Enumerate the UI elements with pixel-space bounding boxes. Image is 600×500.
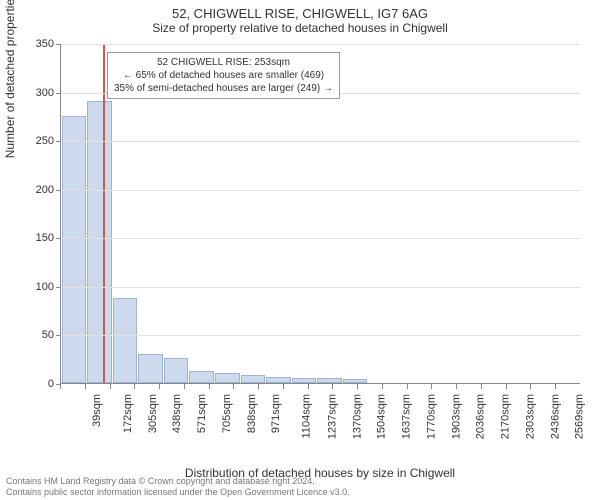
- x-tick-label: 2303sqm: [524, 394, 536, 439]
- x-tick-label: 39sqm: [91, 394, 103, 427]
- x-tick-label: 571sqm: [196, 394, 208, 433]
- x-tick-label: 2170sqm: [499, 394, 511, 439]
- bar: [266, 377, 291, 383]
- y-tick-label: 100: [36, 281, 54, 293]
- y-tick: [56, 141, 61, 142]
- x-tick-label: 2569sqm: [574, 394, 586, 439]
- x-tick-label: 305sqm: [147, 394, 159, 433]
- x-tick-label: 2036sqm: [475, 394, 487, 439]
- y-tick-label: 200: [36, 184, 54, 196]
- x-tick: [357, 384, 358, 389]
- bar: [62, 116, 87, 383]
- x-tick: [555, 384, 556, 389]
- bar: [189, 371, 214, 383]
- plot-area: 52 CHIGWELL RISE: 253sqm ← 65% of detach…: [60, 44, 580, 384]
- x-tick: [283, 384, 284, 389]
- x-tick-label: 838sqm: [246, 394, 258, 433]
- grid-line: [61, 287, 580, 288]
- bar: [87, 101, 112, 383]
- page-subtitle: Size of property relative to detached ho…: [0, 21, 600, 39]
- x-tick-label: 1903sqm: [450, 394, 462, 439]
- x-tick-label: 1370sqm: [351, 394, 363, 439]
- bar: [215, 373, 240, 383]
- x-tick-label: 971sqm: [270, 394, 282, 433]
- x-tick: [233, 384, 234, 389]
- x-tick-label: 705sqm: [221, 394, 233, 433]
- grid-line: [61, 335, 580, 336]
- x-tick-label: 172sqm: [122, 394, 134, 433]
- bar: [292, 378, 317, 383]
- y-tick-label: 0: [48, 378, 54, 390]
- x-tick: [382, 384, 383, 389]
- annotation-line3: 35% of semi-detached houses are larger (…: [114, 82, 333, 95]
- grid-line: [61, 141, 580, 142]
- bar: [343, 379, 368, 383]
- x-tick-label: 1104sqm: [301, 394, 313, 438]
- x-tick: [209, 384, 210, 389]
- x-tick: [110, 384, 111, 389]
- marker-line: [103, 44, 105, 383]
- x-tick: [332, 384, 333, 389]
- y-tick-label: 250: [36, 135, 54, 147]
- bar: [113, 298, 138, 383]
- y-tick: [56, 44, 61, 45]
- x-tick: [308, 384, 309, 389]
- annotation-line2: ← 65% of detached houses are smaller (46…: [114, 69, 333, 82]
- chart: Number of detached properties 52 CHIGWEL…: [60, 44, 580, 424]
- x-tick-label: 1637sqm: [400, 394, 412, 439]
- x-tick: [530, 384, 531, 389]
- y-tick-label: 350: [36, 38, 54, 50]
- y-tick-label: 50: [42, 329, 54, 341]
- x-tick-label: 438sqm: [171, 394, 183, 433]
- y-tick-label: 300: [36, 87, 54, 99]
- x-tick: [506, 384, 507, 389]
- y-axis-label: Number of detached properties: [3, 0, 17, 158]
- grid-line: [61, 190, 580, 191]
- grid-line: [61, 238, 580, 239]
- y-tick: [56, 93, 61, 94]
- annotation-line1: 52 CHIGWELL RISE: 253sqm: [114, 56, 333, 69]
- page-title: 52, CHIGWELL RISE, CHIGWELL, IG7 6AG: [0, 0, 600, 21]
- x-tick-label: 1237sqm: [326, 394, 338, 439]
- x-tick: [431, 384, 432, 389]
- grid-line: [61, 44, 580, 45]
- y-tick-label: 150: [36, 232, 54, 244]
- footer-line2: Contains public sector information licen…: [6, 487, 350, 498]
- y-tick: [56, 238, 61, 239]
- x-tick: [85, 384, 86, 389]
- y-tick: [56, 287, 61, 288]
- x-tick: [456, 384, 457, 389]
- annotation-box: 52 CHIGWELL RISE: 253sqm ← 65% of detach…: [107, 52, 340, 99]
- x-tick-label: 1504sqm: [376, 394, 388, 439]
- bar: [241, 375, 266, 383]
- x-tick: [159, 384, 160, 389]
- footer-line1: Contains HM Land Registry data © Crown c…: [6, 476, 350, 487]
- bar: [317, 378, 342, 383]
- x-tick-label: 2436sqm: [549, 394, 561, 439]
- x-tick: [184, 384, 185, 389]
- bar: [164, 358, 189, 383]
- x-tick: [60, 384, 61, 389]
- x-tick-label: 1770sqm: [425, 394, 437, 439]
- x-tick: [481, 384, 482, 389]
- footer: Contains HM Land Registry data © Crown c…: [6, 476, 350, 498]
- y-tick: [56, 335, 61, 336]
- x-tick: [134, 384, 135, 389]
- x-tick: [258, 384, 259, 389]
- y-tick: [56, 190, 61, 191]
- x-tick: [407, 384, 408, 389]
- bar: [138, 354, 163, 383]
